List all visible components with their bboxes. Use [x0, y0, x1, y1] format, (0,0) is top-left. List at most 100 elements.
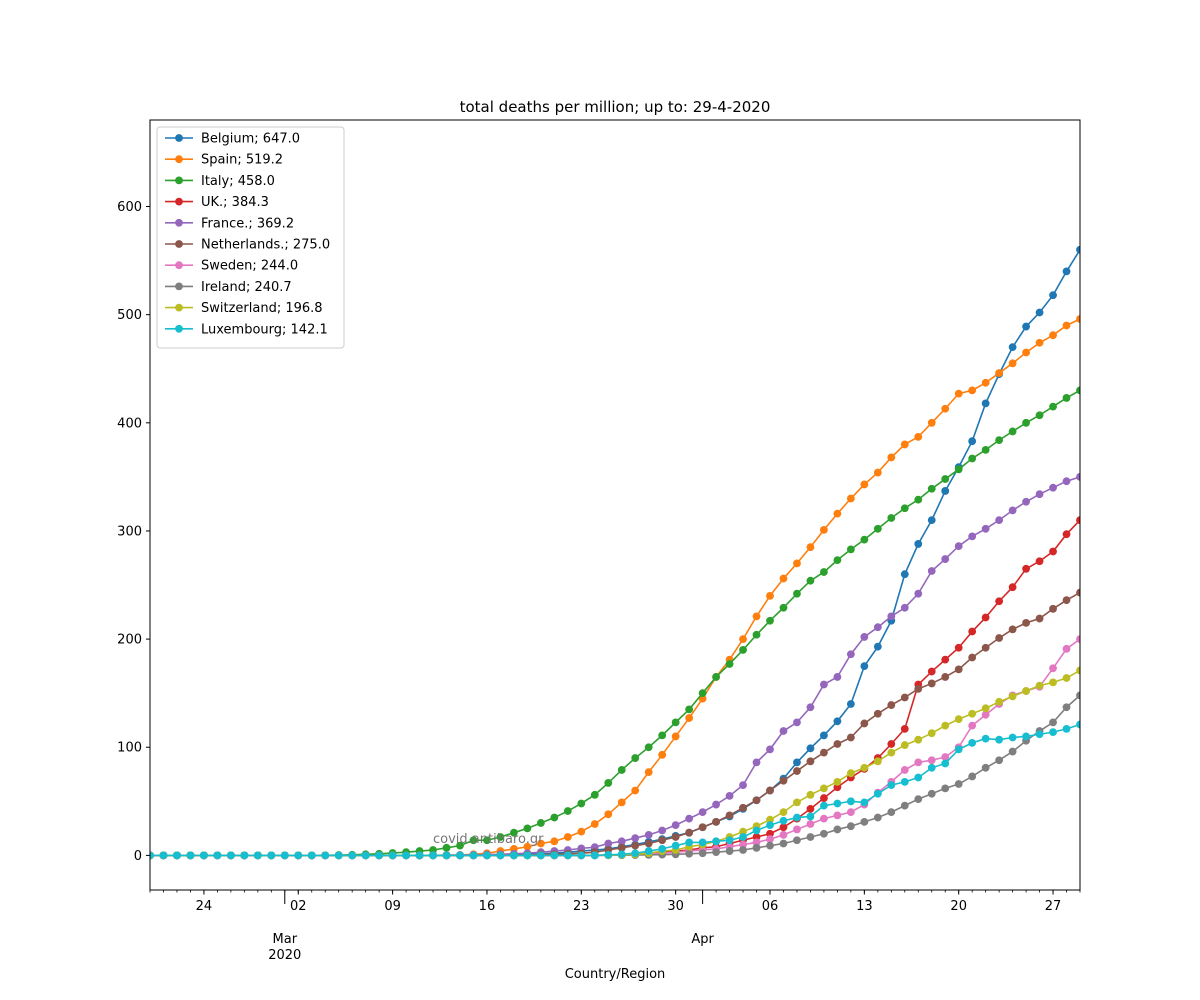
- series-line: [150, 694, 1080, 857]
- data-point: [240, 851, 249, 860]
- data-point: [833, 740, 842, 748]
- data-point: [1022, 732, 1030, 741]
- data-point: [833, 825, 842, 834]
- data-point: [833, 783, 842, 792]
- data-point: [617, 837, 626, 846]
- data-point: [1117, 615, 1125, 623]
- legend-label: France.; 369.2: [201, 216, 294, 231]
- data-point: [900, 724, 909, 733]
- data-point: [833, 673, 842, 681]
- data-point: [806, 543, 815, 552]
- data-point: [860, 535, 869, 544]
- data-point: [766, 821, 774, 830]
- data-point: [779, 727, 788, 735]
- data-point: [927, 679, 936, 688]
- data-point: [1062, 321, 1071, 330]
- legend-swatch-marker: [175, 155, 183, 164]
- data-point: [941, 555, 950, 563]
- data-point: [685, 705, 694, 714]
- x-tick-label: 23: [573, 899, 590, 914]
- data-point: [995, 756, 1004, 765]
- data-point: [820, 801, 828, 810]
- data-point: [442, 843, 451, 852]
- data-point: [1157, 588, 1165, 596]
- data-point: [860, 480, 869, 489]
- data-point: [631, 834, 640, 842]
- legend-swatch-marker: [175, 176, 183, 185]
- data-point: [900, 693, 909, 702]
- data-point: [1062, 703, 1071, 712]
- data-point: [267, 851, 276, 860]
- data-point: [1103, 488, 1111, 496]
- legend-item: Spain; 519.2: [165, 153, 283, 168]
- data-point: [1157, 644, 1165, 652]
- data-point: [186, 851, 195, 860]
- data-point: [1184, 591, 1192, 599]
- data-point: [1143, 704, 1151, 712]
- data-point: [752, 630, 761, 639]
- data-point: [150, 851, 154, 860]
- data-point: [1090, 581, 1098, 589]
- data-point: [1170, 639, 1178, 647]
- data-point: [1035, 557, 1044, 566]
- data-point: [590, 790, 599, 799]
- data-point: [766, 616, 774, 625]
- data-point: [752, 758, 761, 767]
- legend-item: UK.; 384.3: [165, 195, 269, 210]
- data-point: [1008, 506, 1017, 515]
- data-point: [698, 808, 707, 817]
- data-point: [846, 797, 855, 806]
- data-point: [914, 495, 923, 504]
- data-point: [887, 781, 896, 789]
- data-point: [806, 812, 815, 821]
- data-point: [1157, 554, 1165, 562]
- series-line: [150, 519, 1080, 857]
- data-point: [1130, 179, 1138, 187]
- data-point: [887, 740, 896, 748]
- data-point: [658, 826, 667, 835]
- data-point: [1103, 375, 1111, 383]
- data-point: [1090, 504, 1098, 512]
- data-point: [685, 814, 694, 823]
- data-point: [1062, 394, 1071, 402]
- data-point: [577, 851, 586, 860]
- data-point: [617, 798, 626, 807]
- data-point: [1049, 331, 1057, 340]
- data-point: [846, 822, 855, 831]
- legend-swatch-marker: [175, 324, 183, 333]
- data-point: [483, 851, 491, 860]
- data-point: [671, 732, 680, 741]
- data-point: [900, 440, 909, 449]
- data-point: [469, 851, 478, 860]
- legend-swatch-marker: [175, 261, 183, 270]
- data-point: [914, 684, 923, 693]
- data-point: [1090, 229, 1098, 237]
- data-point: [658, 836, 667, 845]
- y-tick-label: 400: [117, 416, 142, 431]
- data-point: [752, 796, 761, 805]
- y-axis: 0 100 200 300 400 500 600: [117, 200, 150, 864]
- data-point: [941, 753, 950, 761]
- data-point: [1062, 477, 1071, 486]
- data-point: [631, 841, 640, 850]
- data-point: [1103, 575, 1111, 583]
- data-point: [1035, 411, 1044, 420]
- data-point: [846, 808, 855, 817]
- data-point: [725, 847, 734, 855]
- data-point: [1117, 630, 1125, 638]
- data-point: [968, 437, 977, 446]
- data-point: [927, 763, 936, 772]
- data-point: [604, 779, 613, 787]
- data-point: [334, 851, 343, 860]
- data-point: [375, 851, 384, 860]
- data-point: [1117, 569, 1125, 577]
- data-point: [671, 718, 680, 727]
- data-point: [671, 841, 680, 850]
- data-point: [846, 650, 855, 659]
- data-point: [968, 772, 977, 781]
- data-point: [766, 815, 774, 824]
- data-point: [361, 851, 370, 860]
- data-point: [644, 768, 653, 777]
- data-point: [698, 849, 707, 858]
- data-point: [995, 369, 1004, 377]
